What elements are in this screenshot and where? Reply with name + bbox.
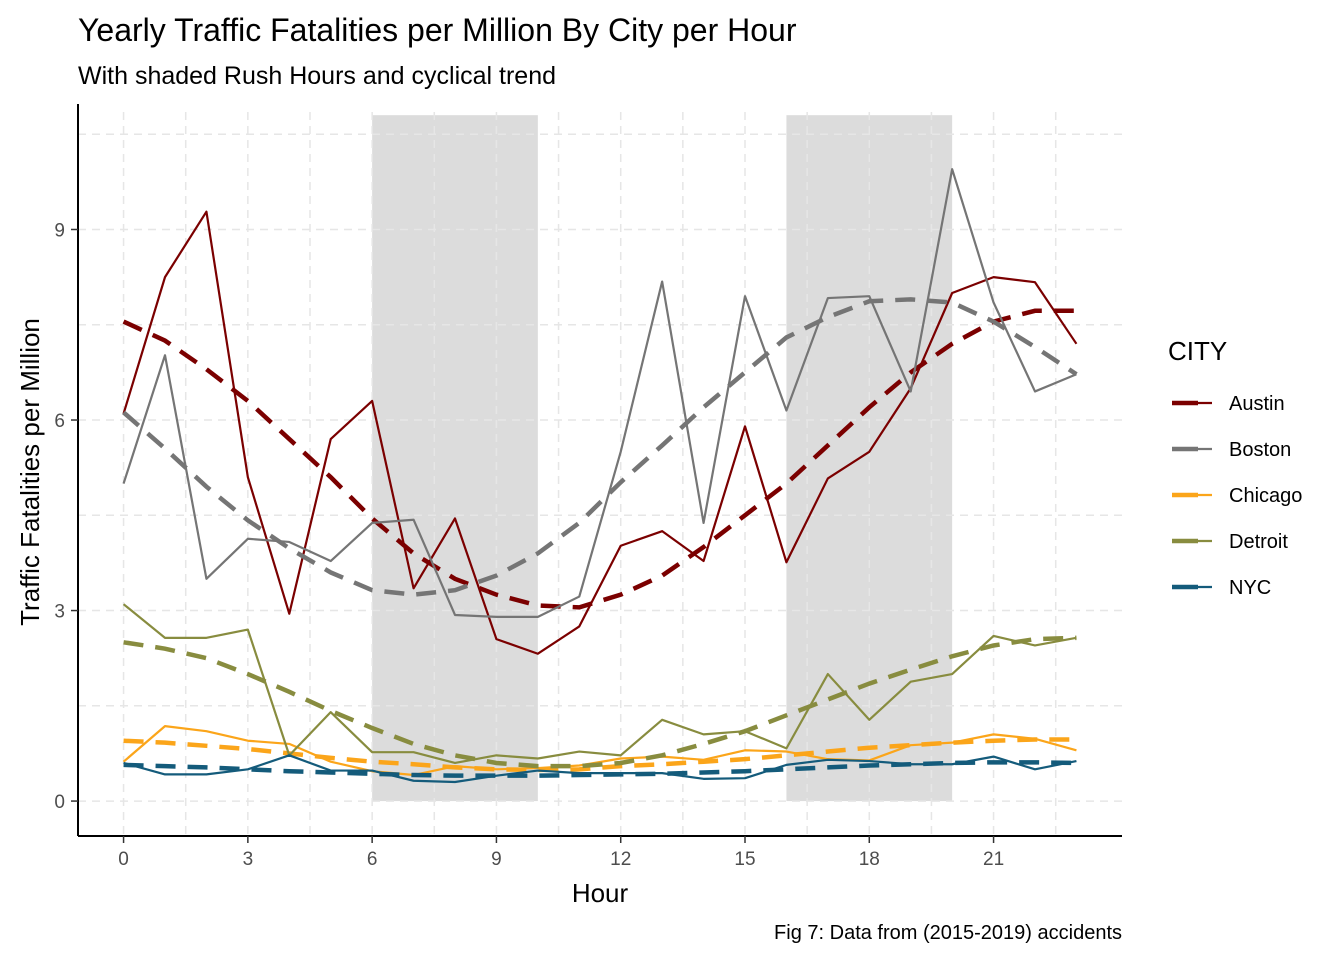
y-axis-title: Traffic Fatalities per Million — [15, 318, 45, 626]
series-line-detroit — [122, 603, 1077, 765]
chart-title: Yearly Traffic Fatalities per Million By… — [78, 12, 797, 48]
series-line-nyc — [123, 754, 1077, 784]
legend: CITY Austin Boston Chicago Detroit NYC — [1168, 336, 1302, 599]
x-tick-label: 3 — [243, 849, 254, 870]
trend-line-boston — [122, 297, 1078, 597]
series-line-chicago — [122, 725, 1077, 777]
legend-item-boston: Boston — [1172, 439, 1291, 461]
legend-label-detroit: Detroit — [1229, 531, 1288, 553]
x-tick-label: 0 — [118, 849, 129, 870]
trend-line-detroit — [123, 635, 1077, 769]
y-tick-label: 9 — [54, 220, 65, 241]
x-tick-label: 18 — [859, 849, 880, 870]
grid-lines — [78, 112, 1122, 836]
legend-item-chicago: Chicago — [1172, 485, 1302, 507]
x-tick-label: 15 — [734, 849, 755, 870]
rush-hour-band-1 — [372, 115, 538, 802]
axes: 0 3 6 9 12 15 18 21 0 3 6 9 — [54, 104, 1122, 870]
legend-item-austin: Austin — [1172, 393, 1285, 415]
x-tick-label: 21 — [983, 849, 1004, 870]
legend-item-nyc: NYC — [1172, 577, 1271, 599]
rush-hour-shading — [372, 115, 953, 802]
x-axis-title: Hour — [572, 878, 629, 908]
rush-hour-band-2 — [786, 115, 953, 802]
legend-item-detroit: Detroit — [1172, 531, 1288, 553]
series-lines — [122, 168, 1078, 784]
legend-title: CITY — [1168, 336, 1227, 366]
series-line-austin — [122, 210, 1078, 655]
chart-subtitle: With shaded Rush Hours and cyclical tren… — [78, 62, 556, 90]
y-tick-label: 6 — [54, 411, 65, 432]
legend-label-nyc: NYC — [1229, 577, 1271, 599]
x-tick-label: 9 — [491, 849, 502, 870]
x-tick-label: 12 — [610, 849, 631, 870]
chart-caption: Fig 7: Data from (2015-2019) accidents — [774, 922, 1122, 944]
legend-label-boston: Boston — [1229, 439, 1291, 461]
legend-label-austin: Austin — [1229, 393, 1285, 415]
trend-line-austin — [122, 308, 1077, 610]
legend-label-chicago: Chicago — [1229, 485, 1302, 507]
y-tick-label: 3 — [54, 602, 65, 623]
y-tick-label: 0 — [54, 792, 65, 813]
x-tick-label: 6 — [367, 849, 378, 870]
